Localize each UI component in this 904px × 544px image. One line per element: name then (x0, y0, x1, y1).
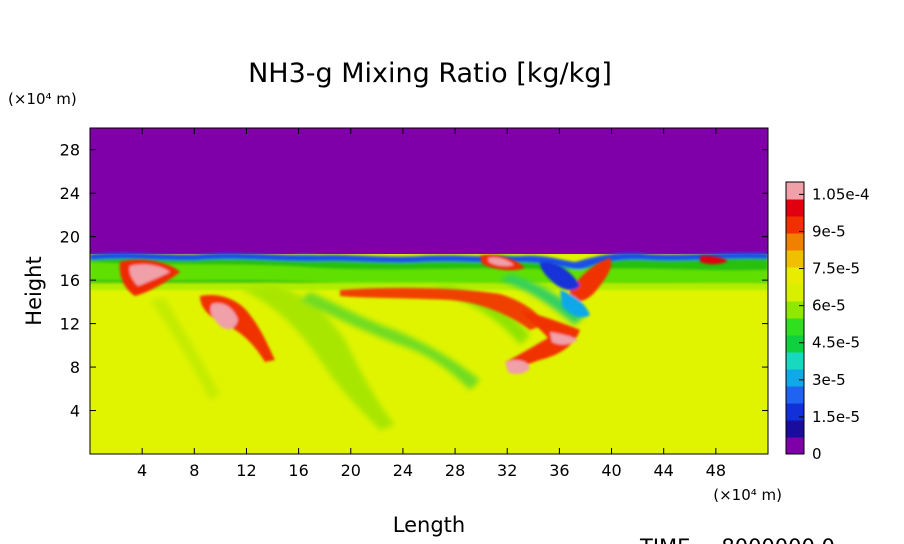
y-axis-label: Height (22, 256, 46, 325)
colorbar-ticks: 0 1.5e-5 3e-5 4.5e-5 6e-5 7.5e-5 9e-5 1.05e-4 (799, 185, 870, 463)
y-axis-ticks: 4 8 12 16 20 24 28 (60, 141, 768, 421)
y-tick-label: 28 (60, 141, 80, 160)
x-tick-label: 40 (601, 461, 621, 480)
x-tick-label: 44 (654, 461, 674, 480)
colorbar-segment (786, 216, 804, 234)
plot-frame (89, 127, 769, 455)
colorbar-frame (785, 181, 805, 455)
x-tick-label: 20 (341, 461, 361, 480)
x-tick-label: 8 (189, 461, 199, 480)
mixed-layer (90, 252, 768, 290)
chart-title: NH3-g Mixing Ratio [kg/kg] (248, 58, 612, 89)
x-tick-label: 12 (236, 461, 256, 480)
upper-layer (90, 128, 768, 254)
colorbar-segment (786, 233, 804, 251)
colorbar-segment (786, 369, 804, 387)
x-unit-label: (×10⁴ m) (713, 486, 782, 504)
colorbar-segment (786, 420, 804, 438)
colorbar-tick-label: 4.5e-5 (812, 334, 860, 352)
x-tick-label: 36 (549, 461, 569, 480)
x-tick-label: 48 (706, 461, 726, 480)
colorbar-segment (786, 386, 804, 404)
x-tick-label: 32 (497, 461, 517, 480)
y-tick-label: 24 (60, 184, 80, 203)
colorbar-segment (786, 352, 804, 370)
colorbar-segment (786, 301, 804, 319)
colorbar-segment (786, 318, 804, 336)
y-tick-label: 16 (60, 271, 80, 290)
colorbar-tick-label: 1.5e-5 (812, 408, 860, 426)
time-label: TIME = 8000000.0 (639, 535, 835, 544)
colorbar-segment (786, 437, 804, 455)
colorbar-tick-label: 1.05e-4 (812, 185, 870, 203)
x-tick-label: 24 (393, 461, 413, 480)
y-tick-label: 8 (70, 358, 80, 377)
colorbar-segment (786, 267, 804, 285)
colorbar-segment (786, 284, 804, 302)
colorbar-tick-label: 0 (812, 445, 822, 463)
y-tick-label: 12 (60, 315, 80, 334)
colorbar (785, 181, 805, 455)
colorbar-segment (786, 335, 804, 353)
colorbar-segment (786, 182, 804, 200)
x-axis-label: Length (393, 513, 465, 537)
colorbar-segment (786, 199, 804, 217)
x-axis-ticks: 4 8 12 16 20 24 28 32 36 40 44 48 (137, 128, 726, 480)
colorbar-tick-label: 9e-5 (812, 222, 846, 240)
heatmap-plot-area (90, 128, 768, 454)
colorbar-tick-label: 7.5e-5 (812, 260, 860, 278)
y-tick-label: 20 (60, 228, 80, 247)
colorbar-segment (786, 403, 804, 421)
x-tick-label: 4 (137, 461, 147, 480)
x-tick-label: 16 (288, 461, 308, 480)
colorbar-tick-label: 3e-5 (812, 371, 846, 389)
hot-spots (119, 254, 728, 375)
colorbar-tick-label: 6e-5 (812, 297, 846, 315)
colorbar-segment (786, 250, 804, 268)
y-unit-label: (×10⁴ m) (8, 90, 77, 108)
y-tick-label: 4 (70, 402, 80, 421)
x-tick-label: 28 (445, 461, 465, 480)
